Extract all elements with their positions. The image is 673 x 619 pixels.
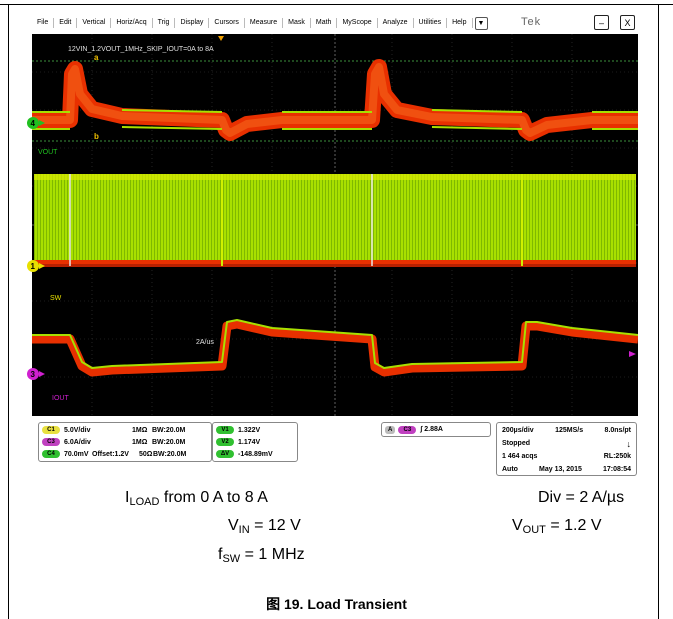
svg-text:1: 1 [31, 262, 36, 271]
iout-right-marker [629, 351, 636, 357]
page-top-border [0, 0, 673, 5]
menu-analyze[interactable]: Analyze [378, 18, 414, 28]
channel-offset: Offset:1.2V [92, 450, 129, 458]
cursor-b-label: b [94, 132, 99, 141]
caption-fsw: fSW = 1 MHz [218, 546, 305, 565]
vout-trace [32, 59, 638, 141]
menu-edit[interactable]: Edit [54, 18, 78, 28]
iout-label: IOUT [52, 395, 69, 402]
acq-row-count: 1 464 acqs RL:250k [502, 451, 631, 462]
scope-annotation-title: 12VIN_1.2VOUT_1MHz_SKIP_IOUT=0A to 8A [68, 46, 214, 53]
channel-badge-c3: C3 [42, 438, 60, 446]
acq-row-datetime: Auto May 13, 2015 17:08:54 [502, 464, 631, 475]
channel-row-c1[interactable]: C1 5.0V/div 1MΩ BW:20.0M [42, 425, 208, 435]
figure-caption: 图 19. Load Transient [266, 596, 407, 612]
caption-vout: VOUT = 1.2 V [512, 517, 602, 536]
acq-row-state: Stopped ↓ [502, 438, 631, 449]
measurement-row-v2: V2 1.174V [216, 437, 294, 447]
channel-scale: 6.0A/div [64, 438, 91, 446]
acq-row-horizontal: 200µs/div 125MS/s 8.0ns/pt [502, 425, 631, 436]
caption-div: Div = 2 A/µs [538, 489, 625, 506]
svg-text:3: 3 [31, 370, 36, 379]
menu-display[interactable]: Display [175, 18, 210, 28]
menu-horiz-acq[interactable]: Horiz/Acq [111, 18, 153, 28]
menu-cursors[interactable]: Cursors [209, 18, 245, 28]
channel-bandwidth: BW:20.0M [152, 438, 186, 446]
tek-logo: Tek [521, 16, 542, 28]
sample-rate: 125MS/s [555, 427, 584, 434]
page-right-border [658, 5, 659, 619]
oscilloscope-display: 12VIN_1.2VOUT_1MHz_SKIP_IOUT=0A to 8A a … [32, 34, 638, 416]
stopped-arrow-icon: ↓ [626, 438, 632, 449]
menu-file[interactable]: File [32, 18, 55, 28]
channel-row-c3[interactable]: C3 6.0A/div 1MΩ BW:20.0M [42, 437, 208, 447]
menu-myscope[interactable]: MyScope [337, 18, 378, 28]
resolution: 8.0ns/pt [604, 427, 631, 434]
menu-measure[interactable]: Measure [245, 18, 284, 28]
measurement-row-v1: V1 1.322V [216, 425, 294, 435]
channel-bandwidth: BW:20.0M [153, 450, 187, 458]
channel-bandwidth: BW:20.0M [152, 426, 186, 434]
close-button[interactable]: X [620, 15, 635, 30]
minimize-button[interactable]: – [594, 15, 609, 30]
channel-scale: 70.0mV [64, 450, 89, 458]
trigger-level: 2.88A [424, 426, 443, 433]
record-length: RL:250k [603, 453, 631, 460]
timebase: 200µs/div [502, 427, 534, 434]
menu-help[interactable]: Help [447, 18, 473, 28]
measurement-badge: ΔV [216, 450, 234, 458]
ch1-marker[interactable]: 1 [26, 259, 48, 273]
trigger-run-mode: Auto [502, 466, 518, 473]
menu-mask[interactable]: Mask [283, 18, 311, 28]
channel-scale: 5.0V/div [64, 426, 91, 434]
trigger-slope-icon: ∫ [420, 426, 423, 433]
menu-utilities[interactable]: Utilities [414, 18, 448, 28]
measurement-badge: V2 [216, 438, 234, 446]
menu-dropdown-button[interactable]: ▼ [474, 16, 488, 30]
page-left-border [8, 5, 9, 619]
channel-settings-panel[interactable]: C1 5.0V/div 1MΩ BW:20.0M C3 6.0A/div 1MΩ… [38, 422, 212, 462]
acquisition-count: 1 464 acqs [502, 453, 538, 460]
cursor-a-label: a [94, 53, 99, 62]
measurement-panel[interactable]: V1 1.322V V2 1.174V ΔV -148.89mV [212, 422, 298, 462]
capture-date: May 13, 2015 [539, 466, 582, 473]
measurement-value: 1.322V [238, 426, 261, 434]
ch4-marker[interactable]: 4 [26, 116, 48, 130]
sw-trace [34, 174, 636, 267]
measurement-value: -148.89mV [238, 450, 273, 458]
acquisition-panel[interactable]: 200µs/div 125MS/s 8.0ns/pt Stopped ↓ 1 4… [496, 422, 637, 476]
ch3-marker[interactable]: 3 [26, 367, 48, 381]
channel-badge-c4: C4 [42, 450, 60, 458]
trigger-mode-badge: A [385, 425, 396, 434]
trigger-panel[interactable]: A C3 ∫ 2.88A [381, 422, 491, 437]
run-state: Stopped [502, 440, 530, 447]
iout-trace [32, 319, 638, 377]
channel-badge-c1: C1 [42, 426, 60, 434]
vout-label: VOUT [38, 149, 58, 156]
caption-iload: ILOAD from 0 A to 8 A [125, 489, 268, 508]
slew-rate-label: 2A/us [196, 339, 214, 346]
svg-text:4: 4 [31, 119, 36, 128]
trigger-position-marker [218, 36, 224, 41]
menu-bar: File Edit Vertical Horiz/Acq Trig Displa… [32, 12, 658, 34]
trigger-channel-badge: C3 [398, 425, 417, 434]
channel-row-c4[interactable]: C4 70.0mV Offset:1.2V 50Ω BW:20.0M [42, 449, 208, 459]
menu-vertical[interactable]: Vertical [77, 18, 112, 28]
menu-trig[interactable]: Trig [153, 18, 176, 28]
channel-coupling: 1MΩ [132, 426, 148, 434]
measurement-badge: V1 [216, 426, 234, 434]
channel-coupling: 50Ω [139, 450, 153, 458]
waveform-plot: 12VIN_1.2VOUT_1MHz_SKIP_IOUT=0A to 8A a … [32, 34, 638, 416]
menu-math[interactable]: Math [311, 18, 338, 28]
measurement-value: 1.174V [238, 438, 261, 446]
capture-time: 17:08:54 [602, 466, 631, 473]
channel-coupling: 1MΩ [132, 438, 148, 446]
measurement-row-delta: ΔV -148.89mV [216, 449, 294, 459]
sw-label: SW [50, 295, 62, 302]
caption-vin: VIN = 12 V [228, 517, 301, 536]
